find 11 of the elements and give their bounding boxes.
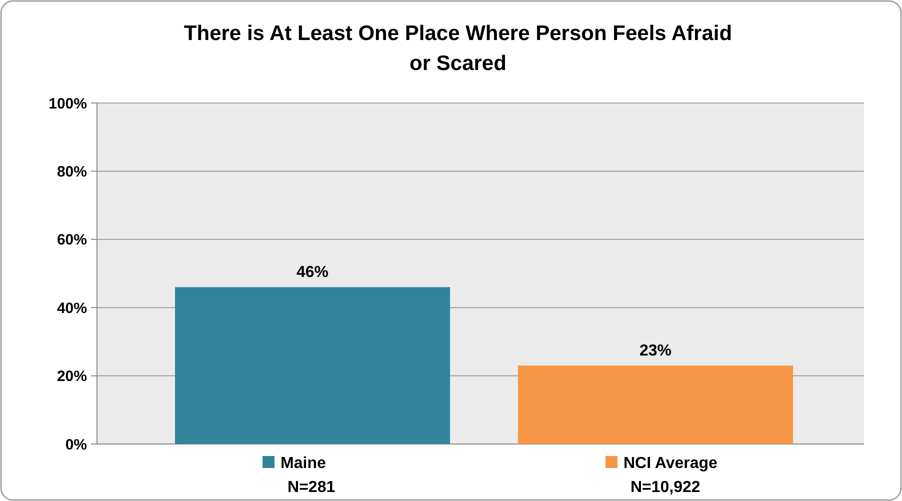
y-tick-label: 60% [56, 232, 87, 249]
y-tick-label: 80% [56, 163, 87, 180]
y-tick-label: 0% [65, 436, 87, 454]
chart-title: There is At Least One Place Where Person Feels Afraid or Scared [184, 22, 732, 75]
legend-label: NCI Average N=10,922 [623, 455, 718, 496]
legend-label: Maine N=281 [280, 455, 336, 496]
y-tick-label: 20% [56, 368, 87, 386]
y-tick-label: 40% [56, 300, 87, 317]
data-label: 23% [639, 342, 672, 360]
data-label: 46% [296, 264, 329, 282]
y-tick-label: 100% [48, 95, 87, 112]
